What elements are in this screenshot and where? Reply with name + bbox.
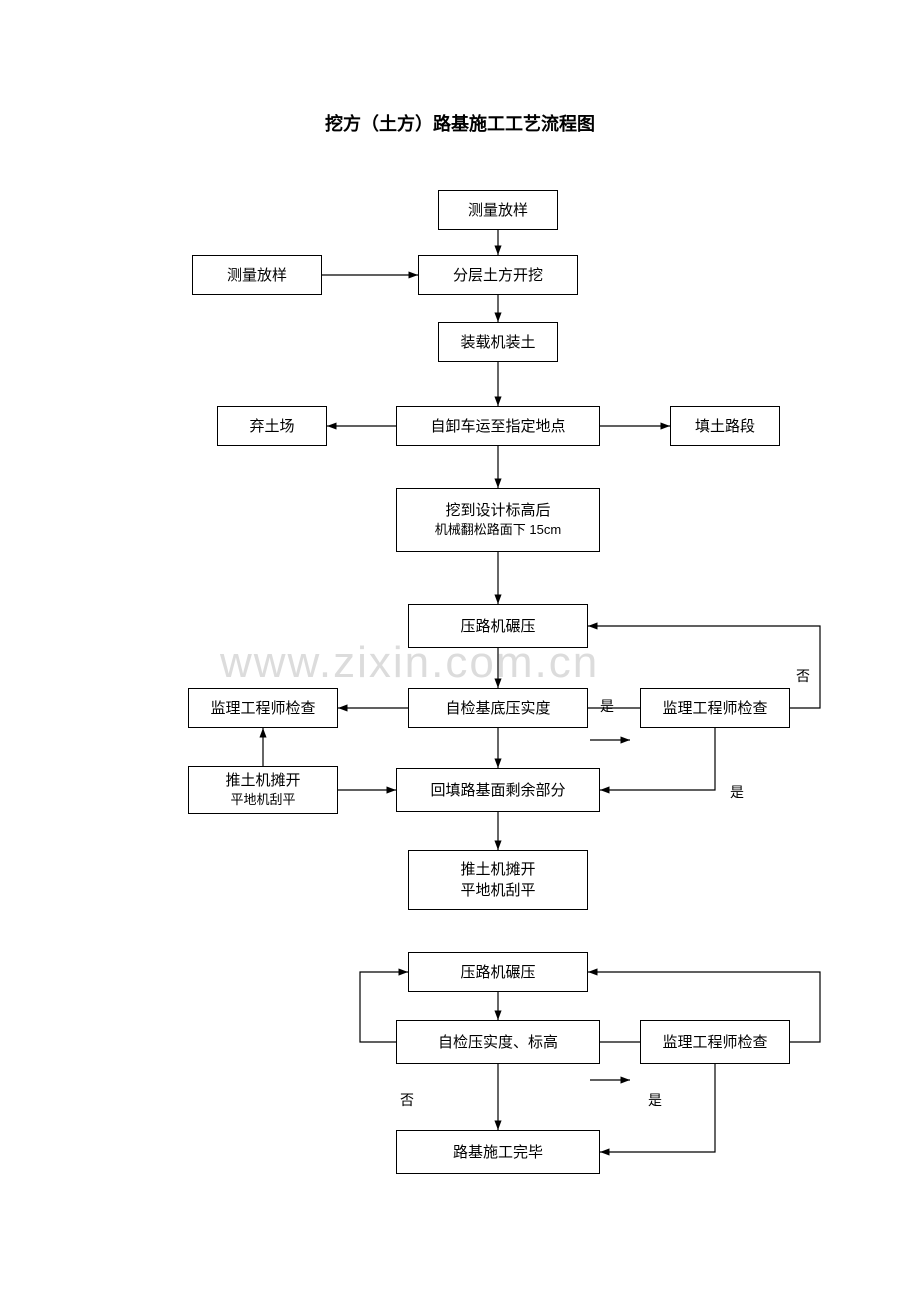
node-text: 平地机刮平	[409, 880, 587, 901]
flowchart-node: 推土机摊开平地机刮平	[408, 850, 588, 910]
flowchart-node: 装载机装土	[438, 322, 558, 362]
node-text: 测量放样	[439, 200, 557, 221]
page-title: 挖方（土方）路基施工工艺流程图	[0, 110, 920, 136]
node-text: 测量放样	[193, 265, 321, 286]
flowchart-node: 填土路段	[670, 406, 780, 446]
flowchart-node: 测量放样	[192, 255, 322, 295]
flowchart-node: 监理工程师检查	[188, 688, 338, 728]
flowchart-node: 自检压实度、标高	[396, 1020, 600, 1064]
node-text: 自检基底压实度	[409, 698, 587, 719]
node-text: 自检压实度、标高	[397, 1032, 599, 1053]
flowchart-node: 推土机摊开平地机刮平	[188, 766, 338, 814]
node-text: 路基施工完毕	[397, 1142, 599, 1163]
edge-label: 是	[648, 1090, 662, 1110]
node-text: 平地机刮平	[189, 791, 337, 809]
flowchart-node: 回填路基面剩余部分	[396, 768, 600, 812]
node-text: 填土路段	[671, 416, 779, 437]
flowchart-node: 压路机碾压	[408, 952, 588, 992]
flowchart-node: 自检基底压实度	[408, 688, 588, 728]
flowchart-node: 路基施工完毕	[396, 1130, 600, 1174]
flowchart-node: 分层土方开挖	[418, 255, 578, 295]
edge-label: 否	[796, 666, 810, 686]
node-text: 回填路基面剩余部分	[397, 780, 599, 801]
edge-label: 否	[400, 1090, 414, 1110]
flowchart-node: 弃土场	[217, 406, 327, 446]
flowchart-node: 监理工程师检查	[640, 1020, 790, 1064]
node-text: 挖到设计标高后	[397, 500, 599, 521]
flowchart-node: 挖到设计标高后机械翻松路面下 15cm	[396, 488, 600, 552]
node-text: 监理工程师检查	[641, 698, 789, 719]
node-text: 压路机碾压	[409, 962, 587, 983]
flowchart-node: 测量放样	[438, 190, 558, 230]
node-text: 弃土场	[218, 416, 326, 437]
node-text: 推土机摊开	[409, 859, 587, 880]
title-text: 挖方（土方）路基施工工艺流程图	[325, 114, 595, 134]
node-text: 监理工程师检查	[189, 698, 337, 719]
edge-label: 是	[600, 696, 614, 716]
node-text: 分层土方开挖	[419, 265, 577, 286]
node-text: 装载机装土	[439, 332, 557, 353]
node-text: 压路机碾压	[409, 616, 587, 637]
node-text: 机械翻松路面下 15cm	[397, 521, 599, 539]
flowchart-node: 自卸车运至指定地点	[396, 406, 600, 446]
flowchart-node: 压路机碾压	[408, 604, 588, 648]
edge-label: 是	[730, 782, 744, 802]
node-text: 推土机摊开	[189, 770, 337, 791]
flowchart-node: 监理工程师检查	[640, 688, 790, 728]
node-text: 自卸车运至指定地点	[397, 416, 599, 437]
node-text: 监理工程师检查	[641, 1032, 789, 1053]
